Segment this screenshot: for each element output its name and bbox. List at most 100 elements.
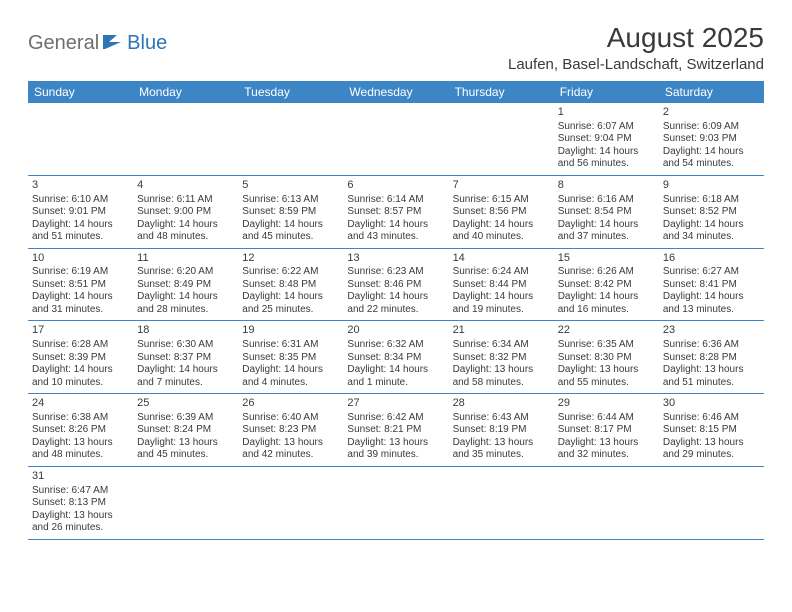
location: Laufen, Basel-Landschaft, Switzerland [508, 56, 764, 73]
day-number: 3 [32, 179, 129, 193]
day-cell-empty [449, 103, 554, 175]
day-info-line: Sunrise: 6:36 AM [663, 339, 760, 352]
day-cell: 12Sunrise: 6:22 AMSunset: 8:48 PMDayligh… [238, 249, 343, 321]
day-number: 7 [453, 179, 550, 193]
day-cell: 17Sunrise: 6:28 AMSunset: 8:39 PMDayligh… [28, 321, 133, 393]
day-info-line: Sunrise: 6:27 AM [663, 266, 760, 279]
day-info-line: Sunset: 8:35 PM [242, 352, 339, 365]
day-cell: 8Sunrise: 6:16 AMSunset: 8:54 PMDaylight… [554, 176, 659, 248]
day-number: 23 [663, 324, 760, 338]
day-info-line: and 22 minutes. [347, 304, 444, 317]
day-info-line: and 34 minutes. [663, 231, 760, 244]
day-number: 8 [558, 179, 655, 193]
day-number: 22 [558, 324, 655, 338]
day-info-line: and 45 minutes. [242, 231, 339, 244]
day-number: 12 [242, 252, 339, 266]
day-info-line: Sunrise: 6:24 AM [453, 266, 550, 279]
day-cell-empty [238, 103, 343, 175]
day-info-line: Daylight: 13 hours [558, 437, 655, 450]
title-block: August 2025 Laufen, Basel-Landschaft, Sw… [508, 22, 764, 73]
day-info-line: Sunrise: 6:26 AM [558, 266, 655, 279]
day-info-line: Sunrise: 6:44 AM [558, 412, 655, 425]
weekday-header: Thursday [449, 81, 554, 103]
day-info-line: Sunset: 8:54 PM [558, 206, 655, 219]
day-info-line: Sunrise: 6:30 AM [137, 339, 234, 352]
day-cell: 26Sunrise: 6:40 AMSunset: 8:23 PMDayligh… [238, 394, 343, 466]
day-info-line: Sunset: 8:24 PM [137, 424, 234, 437]
week-row: 31Sunrise: 6:47 AMSunset: 8:13 PMDayligh… [28, 467, 764, 540]
day-info-line: and 56 minutes. [558, 158, 655, 171]
day-info-line: Daylight: 14 hours [242, 291, 339, 304]
day-cell: 13Sunrise: 6:23 AMSunset: 8:46 PMDayligh… [343, 249, 448, 321]
calendar-table: Sunday Monday Tuesday Wednesday Thursday… [28, 81, 764, 540]
day-info-line: and 1 minute. [347, 377, 444, 390]
day-number: 21 [453, 324, 550, 338]
day-info-line: Sunrise: 6:42 AM [347, 412, 444, 425]
day-info-line: Sunset: 8:26 PM [32, 424, 129, 437]
day-info-line: Sunrise: 6:47 AM [32, 485, 129, 498]
day-info-line: and 51 minutes. [663, 377, 760, 390]
day-cell: 31Sunrise: 6:47 AMSunset: 8:13 PMDayligh… [28, 467, 133, 539]
day-cell: 16Sunrise: 6:27 AMSunset: 8:41 PMDayligh… [659, 249, 764, 321]
day-info-line: and 42 minutes. [242, 449, 339, 462]
day-info-line: Daylight: 13 hours [137, 437, 234, 450]
day-number: 4 [137, 179, 234, 193]
day-number: 6 [347, 179, 444, 193]
calendar-page: General Blue August 2025 Laufen, Basel-L… [0, 0, 792, 562]
weekday-header: Tuesday [238, 81, 343, 103]
day-info-line: Daylight: 14 hours [32, 291, 129, 304]
day-info-line: Daylight: 14 hours [137, 219, 234, 232]
day-cell-empty [238, 467, 343, 539]
day-info-line: Daylight: 13 hours [453, 364, 550, 377]
week-row: 10Sunrise: 6:19 AMSunset: 8:51 PMDayligh… [28, 249, 764, 322]
day-info-line: Sunset: 8:19 PM [453, 424, 550, 437]
weekday-header: Friday [554, 81, 659, 103]
day-info-line: Sunset: 8:59 PM [242, 206, 339, 219]
day-info-line: Sunset: 9:01 PM [32, 206, 129, 219]
day-number: 17 [32, 324, 129, 338]
day-info-line: Sunrise: 6:16 AM [558, 194, 655, 207]
day-cell-empty [554, 467, 659, 539]
day-number: 30 [663, 397, 760, 411]
day-info-line: Daylight: 13 hours [663, 437, 760, 450]
day-cell: 11Sunrise: 6:20 AMSunset: 8:49 PMDayligh… [133, 249, 238, 321]
day-info-line: and 26 minutes. [32, 522, 129, 535]
day-cell: 10Sunrise: 6:19 AMSunset: 8:51 PMDayligh… [28, 249, 133, 321]
day-info-line: and 7 minutes. [137, 377, 234, 390]
day-cell: 5Sunrise: 6:13 AMSunset: 8:59 PMDaylight… [238, 176, 343, 248]
day-cell: 1Sunrise: 6:07 AMSunset: 9:04 PMDaylight… [554, 103, 659, 175]
day-info-line: Sunrise: 6:35 AM [558, 339, 655, 352]
day-info-line: Sunrise: 6:39 AM [137, 412, 234, 425]
day-number: 14 [453, 252, 550, 266]
day-number: 29 [558, 397, 655, 411]
day-info-line: Sunset: 8:48 PM [242, 279, 339, 292]
day-info-line: Daylight: 13 hours [32, 437, 129, 450]
day-number: 19 [242, 324, 339, 338]
day-info-line: Sunrise: 6:28 AM [32, 339, 129, 352]
day-info-line: and 58 minutes. [453, 377, 550, 390]
day-info-line: and 32 minutes. [558, 449, 655, 462]
day-info-line: Sunset: 8:37 PM [137, 352, 234, 365]
header: General Blue August 2025 Laufen, Basel-L… [28, 22, 764, 73]
day-info-line: Sunset: 8:51 PM [32, 279, 129, 292]
day-number: 27 [347, 397, 444, 411]
day-info-line: and 16 minutes. [558, 304, 655, 317]
day-cell: 24Sunrise: 6:38 AMSunset: 8:26 PMDayligh… [28, 394, 133, 466]
day-info-line: and 40 minutes. [453, 231, 550, 244]
day-info-line: and 43 minutes. [347, 231, 444, 244]
day-number: 26 [242, 397, 339, 411]
logo-text-blue: Blue [127, 32, 167, 55]
day-info-line: Sunset: 8:46 PM [347, 279, 444, 292]
day-info-line: Daylight: 13 hours [242, 437, 339, 450]
day-info-line: and 51 minutes. [32, 231, 129, 244]
day-info-line: Daylight: 14 hours [347, 219, 444, 232]
day-info-line: Daylight: 14 hours [663, 291, 760, 304]
day-cell-empty [133, 467, 238, 539]
day-info-line: Sunset: 8:17 PM [558, 424, 655, 437]
day-info-line: Sunset: 8:42 PM [558, 279, 655, 292]
day-cell: 25Sunrise: 6:39 AMSunset: 8:24 PMDayligh… [133, 394, 238, 466]
day-info-line: Sunset: 8:21 PM [347, 424, 444, 437]
day-cell-empty [343, 103, 448, 175]
day-info-line: Daylight: 14 hours [347, 291, 444, 304]
logo-text-general: General [28, 32, 99, 55]
